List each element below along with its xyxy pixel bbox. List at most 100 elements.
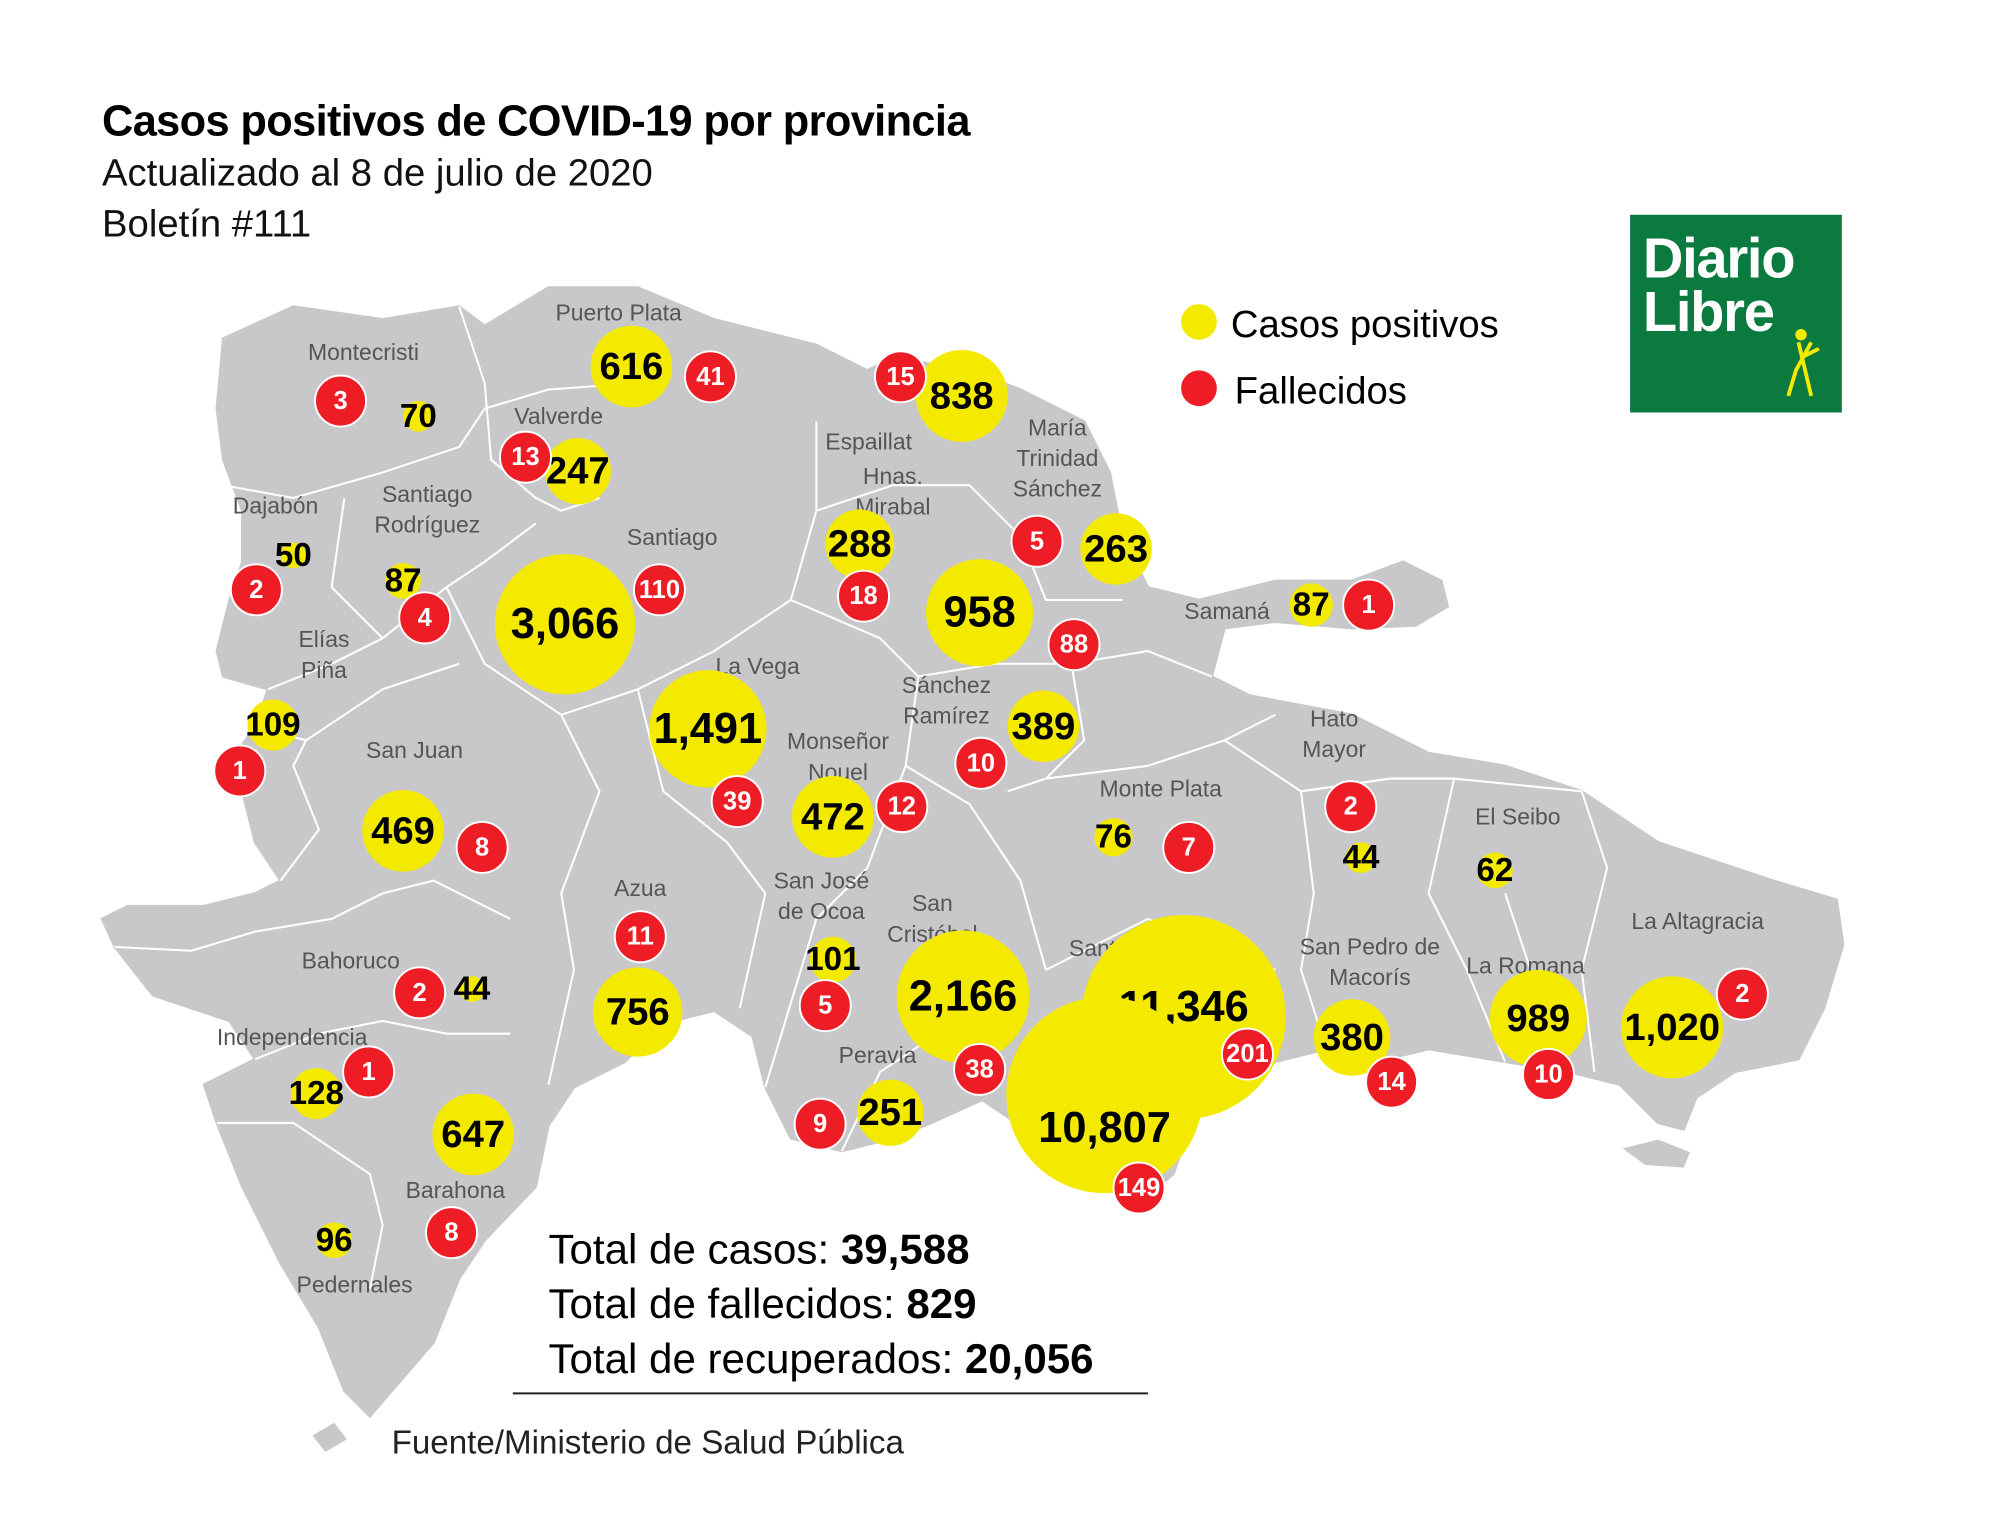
beata-island <box>312 1422 347 1453</box>
deaths-marker-la-altagracia: 2 <box>1715 967 1769 1021</box>
cases-value: 616 <box>599 345 663 388</box>
cases-marker-maria-trinidad-sanchez: 263 <box>1080 513 1152 585</box>
cases-value: 2,166 <box>909 973 1018 1021</box>
cases-value: 1,491 <box>654 705 763 753</box>
deaths-value: 88 <box>1060 631 1088 659</box>
logo-text-line2: Libre <box>1643 280 1774 343</box>
cases-bubble <box>1094 818 1133 857</box>
deaths-marker-monsenor-nouel: 12 <box>875 780 929 834</box>
deaths-marker-distrito-nacional: 149 <box>1112 1161 1166 1215</box>
province-label-puerto-plata: Puerto Plata <box>555 300 681 326</box>
cases-marker-duarte: 958 <box>926 559 1034 667</box>
province-label-montecristi: Montecristi <box>308 339 419 365</box>
deaths-value: 1 <box>1362 591 1376 619</box>
deaths-bubble <box>683 350 737 404</box>
cases-bubble <box>1345 842 1377 873</box>
deaths-marker-barahona: 8 <box>425 1206 478 1260</box>
cases-value: 44 <box>453 971 490 1008</box>
cases-bubble <box>362 790 444 872</box>
cases-marker-sanchez-ramirez: 389 <box>1007 690 1080 762</box>
deaths-marker-puerto-plata: 41 <box>683 350 737 404</box>
province-label-independencia: Independencia <box>217 1024 368 1050</box>
deaths-value: 12 <box>888 793 916 821</box>
deaths-value: 1 <box>233 757 247 785</box>
deaths-value: 38 <box>965 1055 993 1083</box>
cases-value: 1,020 <box>1624 1006 1720 1049</box>
deaths-bubble <box>1365 1055 1419 1109</box>
cases-bubble <box>290 1068 342 1120</box>
deaths-bubble <box>1112 1161 1166 1215</box>
province-label-monsenor-nouel: Monseñor Nouel <box>787 728 889 785</box>
deaths-marker-hnas-mirabal: 18 <box>837 569 890 623</box>
deaths-bubble <box>1715 967 1769 1021</box>
cases-marker-el-seibo: 62 <box>1476 852 1513 889</box>
cases-marker-la-vega: 1,491 <box>649 670 767 788</box>
cases-marker-la-romana: 989 <box>1489 969 1587 1067</box>
deaths-marker-hato-mayor: 2 <box>1324 780 1378 834</box>
deaths-value: 2 <box>1344 793 1358 821</box>
deaths-legend-label: Fallecidos <box>1235 370 1407 413</box>
cases-value: 288 <box>828 522 892 565</box>
deaths-bubble <box>1522 1048 1575 1101</box>
province-label-pedernales: Pedernales <box>297 1272 413 1298</box>
cases-marker-san-cristobal: 2,166 <box>896 930 1030 1064</box>
province-label-espaillat: Espaillat <box>825 428 912 454</box>
deaths-marker-la-romana: 10 <box>1522 1048 1575 1101</box>
cases-bubble <box>1007 690 1080 762</box>
deaths-marker-duarte: 88 <box>1047 618 1101 672</box>
cases-marker-espaillat: 838 <box>915 349 1008 442</box>
cases-marker-santiago: 3,066 <box>494 554 636 695</box>
cases-bubble <box>1489 969 1587 1067</box>
cases-marker-san-jose-de-ocoa: 101 <box>805 936 861 983</box>
deaths-bubble <box>393 966 447 1020</box>
cases-marker-puerto-plata: 616 <box>590 325 673 408</box>
deaths-bubble <box>954 736 1008 790</box>
cases-marker-monte-plata: 76 <box>1094 818 1133 857</box>
cases-marker-hnas-mirabal: 288 <box>825 509 895 579</box>
deaths-legend-swatch <box>1181 370 1217 407</box>
cases-value: 838 <box>930 374 994 417</box>
cases-bubble <box>280 542 307 569</box>
cases-value: 70 <box>400 398 437 435</box>
cases-marker-distrito-nacional: 10,807 <box>1006 996 1203 1194</box>
deaths-bubble <box>499 430 552 484</box>
deaths-bubble <box>455 820 509 874</box>
deaths-marker-santo-domingo: 201 <box>1220 1027 1274 1081</box>
deaths-bubble <box>1324 780 1378 834</box>
deaths-marker-independencia: 1 <box>342 1045 396 1099</box>
logo-text-line1: Diario <box>1643 226 1794 289</box>
deaths-bubble <box>229 563 283 617</box>
deaths-bubble <box>875 780 929 834</box>
cases-value: 647 <box>441 1113 505 1156</box>
province-label-la-altagracia: La Altagracia <box>1631 908 1764 934</box>
province-label-san-jose-de-ocoa: San José de Ocoa <box>774 867 870 924</box>
cases-marker-san-juan: 469 <box>362 790 444 872</box>
cases-bubble <box>590 325 673 408</box>
cases-marker-monsenor-nouel: 472 <box>792 776 874 858</box>
cases-value: 109 <box>245 706 300 743</box>
deaths-marker-bahoruco: 2 <box>393 966 447 1020</box>
logo-figure-icon <box>1786 328 1820 397</box>
cases-marker-samana: 87 <box>1289 583 1333 627</box>
cases-value: 128 <box>289 1075 344 1112</box>
deaths-bubble <box>342 1045 396 1099</box>
cases-value: 3,066 <box>511 600 620 648</box>
cases-value: 44 <box>1343 839 1380 876</box>
deaths-marker-san-pedro-de-macoris: 14 <box>1365 1055 1419 1109</box>
deaths-marker-dajabon: 2 <box>229 563 283 617</box>
cases-marker-independencia: 128 <box>289 1068 344 1120</box>
deaths-bubble <box>710 775 764 828</box>
province-label-santiago-rodriguez: Santiago Rodríguez <box>374 481 480 538</box>
deaths-value: 10 <box>967 749 995 777</box>
deaths-value: 15 <box>886 363 914 391</box>
cases-bubble <box>459 976 485 1002</box>
deaths-bubble <box>425 1206 478 1260</box>
cases-bubble <box>896 930 1030 1064</box>
deaths-marker-san-jose-de-ocoa: 5 <box>798 979 852 1033</box>
deaths-value: 9 <box>813 1110 827 1138</box>
deaths-bubble <box>1162 820 1216 874</box>
province-label-san-pedro-de-macoris: San Pedro de Macorís <box>1300 934 1440 991</box>
totals: Total de casos: 39,588 Total de fallecid… <box>512 1225 1148 1395</box>
